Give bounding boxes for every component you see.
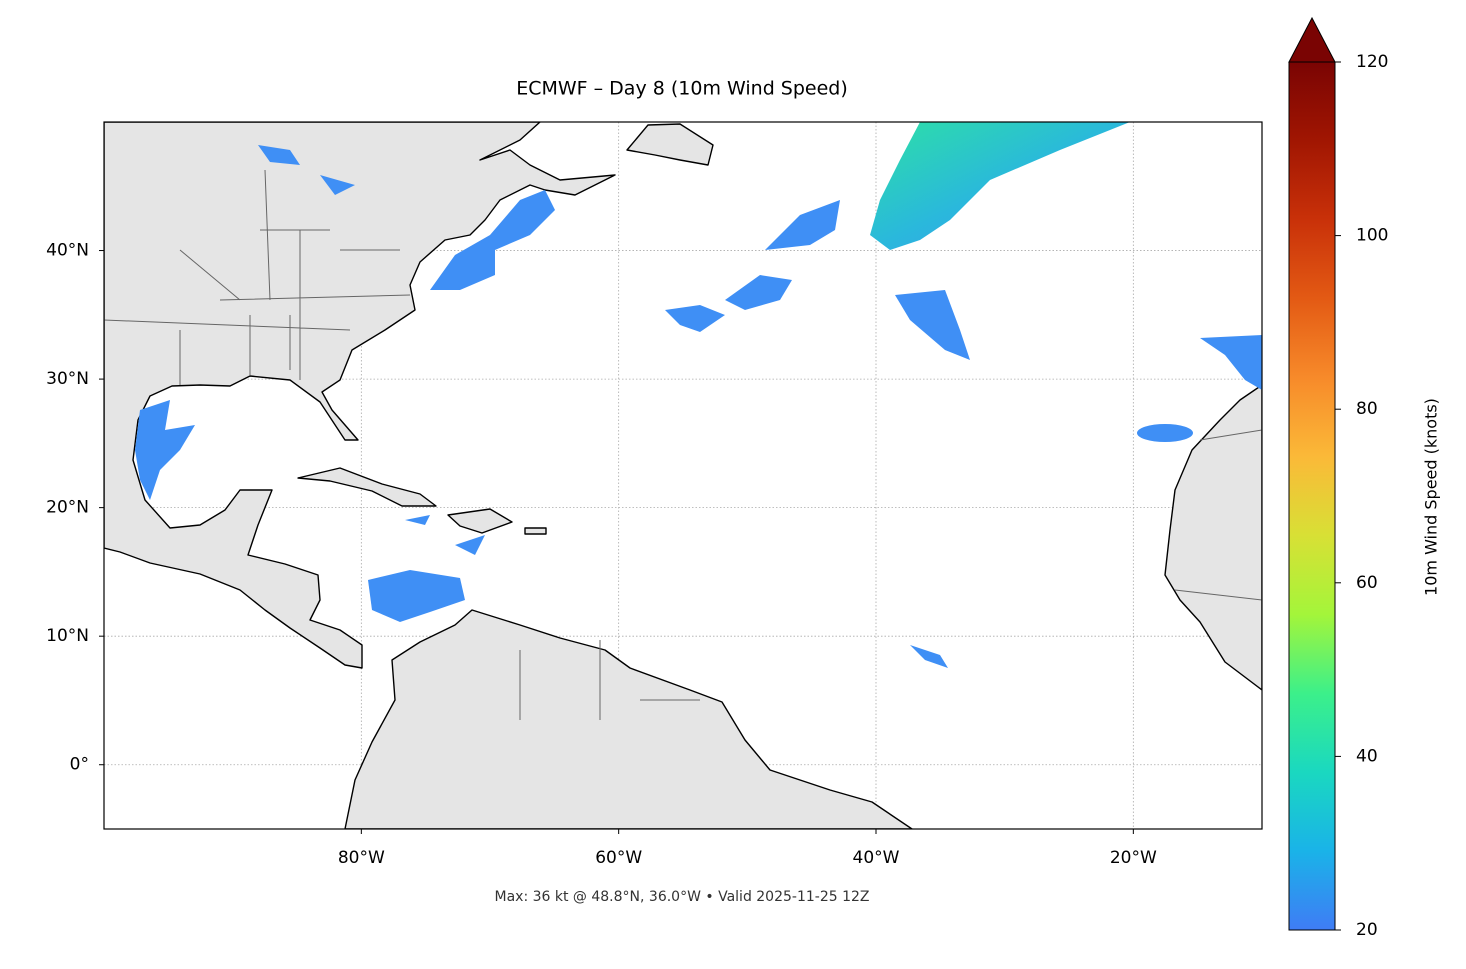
- wind-patch: [895, 290, 970, 360]
- y-tick-label: 0°: [70, 755, 89, 775]
- cuba: [297, 467, 437, 507]
- colorbar-tick-label: 60: [1356, 573, 1378, 593]
- colorbar-tick-label: 100: [1356, 226, 1388, 246]
- colorbar-tick-label: 120: [1356, 52, 1388, 72]
- wind-patch: [1137, 424, 1193, 442]
- colorbar-label: 10m Wind Speed (knots): [1422, 398, 1441, 596]
- wind-patch: [430, 190, 555, 290]
- map-area: [104, 122, 1262, 829]
- x-tick-label: 60°W: [595, 848, 642, 868]
- colorbar-fill: [1289, 62, 1335, 930]
- map-title: ECMWF – Day 8 (10m Wind Speed): [516, 78, 848, 100]
- y-tick-label: 30°N: [46, 369, 89, 389]
- hispaniola: [447, 508, 513, 534]
- wind-patch: [1200, 335, 1262, 390]
- wind-patch: [665, 305, 725, 332]
- y-tick-label: 20°N: [46, 498, 89, 518]
- map-frame: [103, 121, 1263, 830]
- newfoundland: [626, 123, 714, 166]
- borders: [104, 169, 1262, 720]
- africa: [1164, 384, 1262, 691]
- x-tick-label: 80°W: [338, 848, 385, 868]
- y-tick-label: 40°N: [46, 241, 89, 261]
- colorbar-tick-label: 40: [1356, 746, 1378, 766]
- north-america: [104, 122, 616, 669]
- puerto-rico: [524, 527, 547, 535]
- colorbar: 10m Wind Speed (knots) 20 40 60 80 100 120: [1288, 16, 1441, 940]
- footer: Max: 36 kt @ 48.8°N, 36.0°W • Valid 2025…: [495, 889, 870, 905]
- wind-field: [135, 122, 1262, 668]
- colorbar-tick-label: 80: [1356, 399, 1378, 419]
- y-tick-label: 10°N: [46, 626, 89, 646]
- colorbar-extend: [1288, 16, 1336, 63]
- x-tick-label: 40°W: [853, 848, 900, 868]
- wind-patch: [870, 122, 1130, 250]
- wind-patch: [368, 570, 465, 622]
- wind-patch: [725, 275, 792, 310]
- wind-patch: [765, 200, 840, 250]
- colorbar-frame: [1288, 61, 1336, 931]
- wind-patch: [135, 400, 195, 500]
- wind-patch: [258, 145, 355, 195]
- x-tick-label: 20°W: [1110, 848, 1157, 868]
- colorbar-tick-label: 20: [1356, 920, 1378, 940]
- ticks: 80°W 60°W 40°W 20°W 0° 10°N 20°N 30°N 40°N: [46, 241, 1157, 868]
- south-america: [344, 609, 913, 829]
